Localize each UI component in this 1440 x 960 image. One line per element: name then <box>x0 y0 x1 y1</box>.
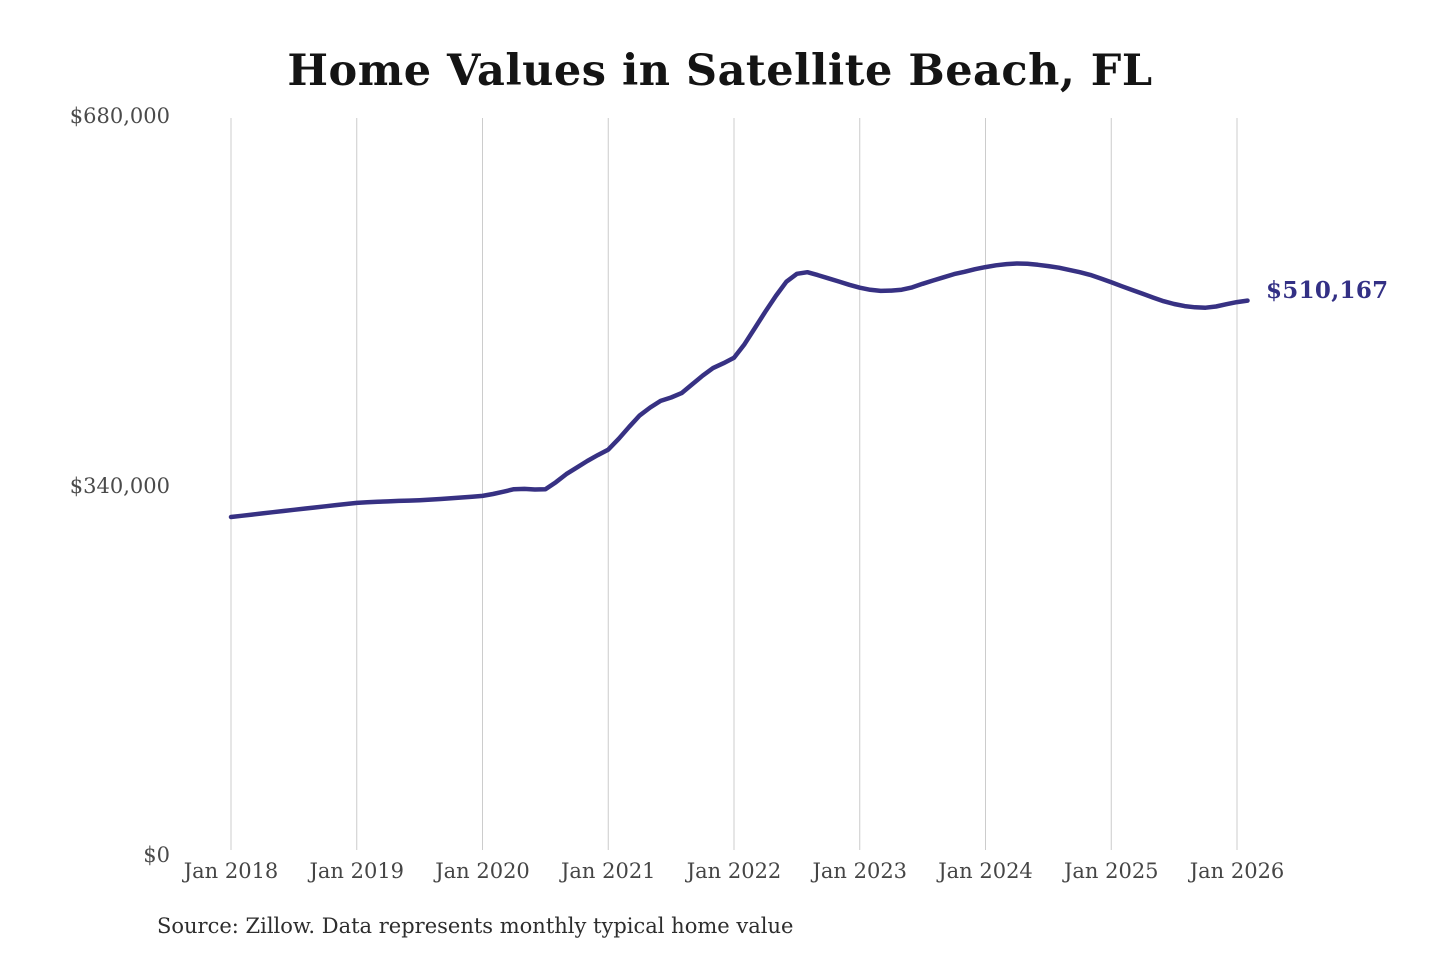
y-axis-tick-label: $0 <box>143 843 170 867</box>
x-axis-tick-label: Jan 2022 <box>686 859 782 883</box>
home-value-line <box>228 261 1250 520</box>
x-axis-tick-label: Jan 2025 <box>1063 859 1159 883</box>
x-axis-tick-label: Jan 2026 <box>1189 859 1285 883</box>
x-axis-tick-label: Jan 2020 <box>435 859 530 883</box>
x-axis-tick-label: Jan 2019 <box>309 859 405 883</box>
x-axis-tick-label: Jan 2023 <box>812 859 908 883</box>
x-axis-tick-label: Jan 2024 <box>938 859 1033 883</box>
chart-title: Home Values in Satellite Beach, FL <box>287 46 1153 96</box>
x-axis-tick-label: Jan 2018 <box>183 859 279 883</box>
y-axis-tick-label: $680,000 <box>69 104 170 128</box>
y-axis-tick-label: $340,000 <box>69 473 170 498</box>
source-note: Source: Zillow. Data represents monthly … <box>157 914 794 938</box>
latest-value-label: $510,167 <box>1266 277 1389 304</box>
x-axis-tick-label: Jan 2021 <box>560 859 656 883</box>
